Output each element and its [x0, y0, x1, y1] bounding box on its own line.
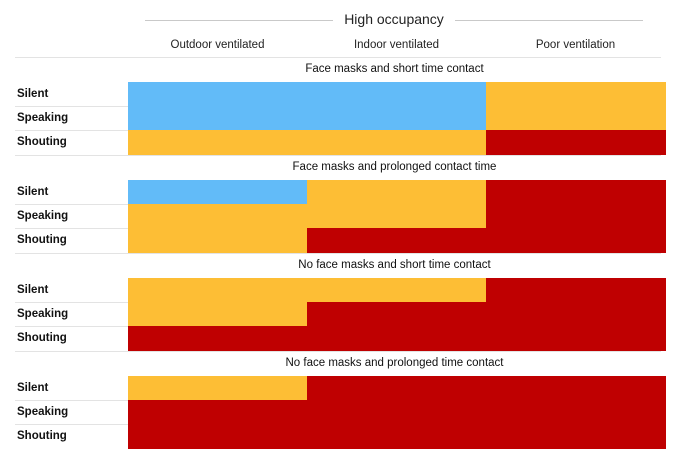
heatmap-cell-high [128, 400, 308, 425]
heatmap-cell-medium [128, 228, 308, 253]
row-label-shouting: Shouting [17, 136, 67, 148]
section-title: Face masks and prolonged contact time [292, 161, 497, 173]
row-label-speaking: Speaking [17, 112, 69, 124]
heatmap-cell-high [307, 376, 487, 401]
heatmap-cell-high [486, 278, 666, 303]
row-label-shouting: Shouting [17, 332, 67, 344]
heatmap-cell-high [307, 302, 487, 327]
row-divider [15, 130, 128, 131]
heatmap-cell-high [486, 204, 666, 229]
heatmap-cell-medium [128, 376, 308, 401]
heatmap-cell-medium [128, 278, 308, 303]
heatmap-cell-medium [307, 180, 487, 205]
title-rule-left [145, 20, 333, 21]
heatmap-cell-high [128, 326, 308, 351]
heatmap-cell-high [307, 326, 487, 351]
row-divider [15, 106, 128, 107]
heatmap-cell-medium [307, 278, 487, 303]
heatmap-cell-high [486, 302, 666, 327]
heatmap-cell-high [307, 228, 487, 253]
row-label-silent: Silent [17, 88, 49, 100]
row-label-speaking: Speaking [17, 308, 69, 320]
heatmap-cell-medium [486, 106, 666, 131]
row-label-silent: Silent [17, 186, 49, 198]
heatmap-cell-medium [128, 204, 308, 229]
heatmap-cell-medium [486, 82, 666, 107]
section-divider [15, 57, 661, 58]
row-label-silent: Silent [17, 382, 49, 394]
heatmap-cell-medium [128, 130, 308, 155]
heatmap-cell-high [307, 424, 487, 449]
section-title: No face masks and short time contact [298, 259, 491, 271]
row-divider [15, 204, 128, 205]
row-divider [15, 302, 128, 303]
column-header-outdoor-ventilated: Outdoor ventilated [170, 39, 265, 51]
heatmap-cell-high [486, 326, 666, 351]
heatmap-cell-medium [128, 302, 308, 327]
heatmap-cell-high [486, 130, 666, 155]
column-header-indoor-ventilated: Indoor ventilated [353, 39, 440, 51]
title-rule-right [455, 20, 643, 21]
heatmap-cell-high [486, 228, 666, 253]
row-divider [15, 424, 128, 425]
heatmap-cell-low [307, 106, 487, 131]
section-divider [15, 155, 661, 156]
heatmap-cell-high [486, 376, 666, 401]
heatmap-cell-low [128, 106, 308, 131]
chart-title-wrap: High occupancy [145, 11, 643, 29]
heatmap-cell-high [486, 180, 666, 205]
chart-title: High occupancy [344, 11, 444, 27]
section-divider [15, 351, 661, 352]
row-divider [15, 228, 128, 229]
section-title: Face masks and short time contact [305, 63, 484, 75]
heatmap-cell-medium [307, 204, 487, 229]
heatmap-cell-low [128, 180, 308, 205]
section-divider [15, 253, 661, 254]
row-label-shouting: Shouting [17, 430, 67, 442]
heatmap-cell-low [307, 82, 487, 107]
row-label-silent: Silent [17, 284, 49, 296]
column-header-poor-ventilation: Poor ventilation [535, 39, 616, 51]
row-divider [15, 400, 128, 401]
section-title: No face masks and prolonged time contact [285, 357, 504, 369]
heatmap-cell-high [128, 424, 308, 449]
row-divider [15, 326, 128, 327]
heatmap-cell-low [128, 82, 308, 107]
heatmap-cell-high [307, 400, 487, 425]
row-label-speaking: Speaking [17, 406, 69, 418]
row-label-shouting: Shouting [17, 234, 67, 246]
row-label-speaking: Speaking [17, 210, 69, 222]
heatmap-cell-high [486, 424, 666, 449]
heatmap-cell-high [486, 400, 666, 425]
heatmap-cell-medium [307, 130, 487, 155]
